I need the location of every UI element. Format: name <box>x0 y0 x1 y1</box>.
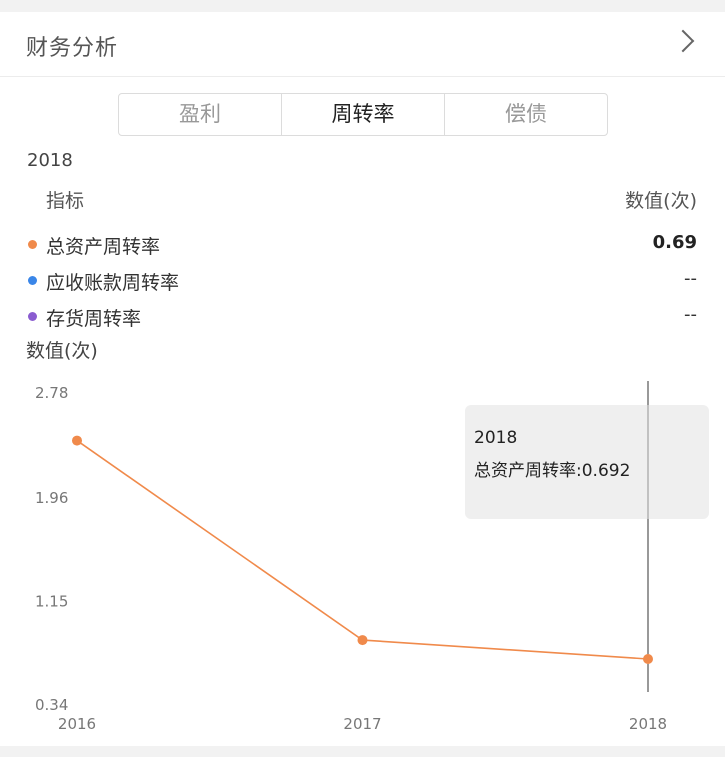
x-tick-label: 2016 <box>58 715 96 733</box>
indicator-row: 总资产周转率 0.69 <box>0 230 725 260</box>
y-tick-label: 1.15 <box>35 592 68 610</box>
indicator-name: 应收账款周转率 <box>46 272 180 294</box>
indicator-name: 总资产周转率 <box>46 236 161 258</box>
y-tick-label: 0.34 <box>35 696 68 714</box>
indicator-row: 应收账款周转率 -- <box>0 266 725 296</box>
y-tick-label: 2.78 <box>35 384 68 402</box>
data-point <box>357 635 368 646</box>
indicator-row: 存货周转率 -- <box>0 302 725 332</box>
chart-tooltip: 2018 总资产周转率:0.692 <box>465 405 709 519</box>
indicator-name: 存货周转率 <box>46 308 142 330</box>
y-axis-label: 数值(次) <box>26 340 98 362</box>
tab-solvency[interactable]: 偿债 <box>505 102 547 126</box>
x-tick-label: 2018 <box>629 715 667 733</box>
data-point <box>643 653 653 664</box>
series-dot-icon <box>28 276 37 285</box>
tooltip-year: 2018 <box>474 428 518 448</box>
series-dot-icon <box>28 312 37 321</box>
data-point <box>72 435 82 446</box>
x-tick-label: 2017 <box>343 715 381 733</box>
tab-turnover[interactable]: 周转率 <box>282 94 445 135</box>
tab-profit[interactable]: 盈利 <box>119 94 282 135</box>
summary-year: 2018 <box>27 150 73 171</box>
value-column-header: 数值(次) <box>625 190 697 212</box>
indicator-column-header: 指标 <box>46 190 85 212</box>
metric-tabs: 盈利 周转率 偿债 <box>118 93 608 136</box>
tooltip-value: 总资产周转率:0.692 <box>474 461 631 481</box>
indicator-value: -- <box>684 304 697 325</box>
section-header[interactable]: 财务分析 <box>0 12 725 77</box>
series-dot-icon <box>28 240 37 249</box>
section-title: 财务分析 <box>26 36 119 61</box>
indicator-value: -- <box>684 268 697 289</box>
financial-analysis-card: 财务分析 盈利 周转率 偿债 <box>0 12 725 746</box>
indicator-value: 0.69 <box>652 232 697 253</box>
y-tick-label: 1.96 <box>35 489 68 507</box>
